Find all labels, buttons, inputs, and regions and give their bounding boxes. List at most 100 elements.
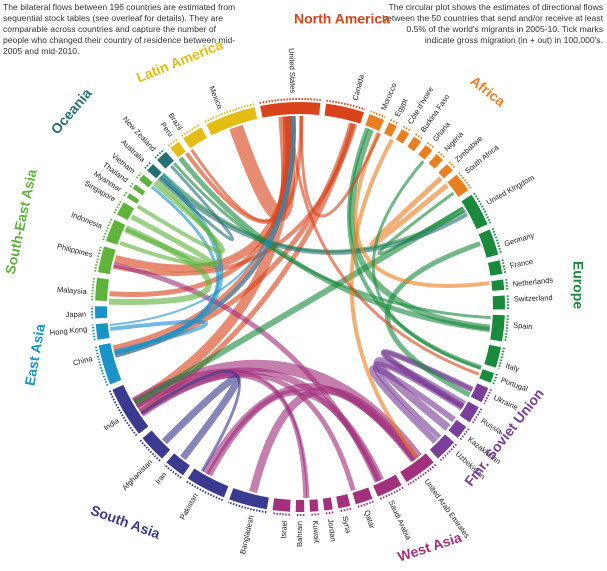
country-arc [400, 453, 434, 483]
country-arc [492, 295, 505, 310]
country-label: Germany [503, 231, 535, 249]
tick-ring [310, 513, 319, 516]
tick-ring [181, 123, 201, 137]
tick-ring [501, 259, 507, 274]
tick-ring [135, 172, 142, 179]
country-arc [484, 344, 502, 368]
tick-ring [326, 99, 366, 111]
tick-ring [167, 138, 178, 147]
country-label: Portugal [500, 375, 530, 393]
country-arc [470, 383, 489, 403]
tick-ring [426, 141, 435, 149]
country-label: Italy [505, 361, 521, 374]
country-label: Saudi Arabia [387, 499, 413, 542]
region-label: Oceania [47, 85, 94, 137]
flow [369, 365, 456, 444]
region-label: South-East Asia [2, 168, 40, 276]
tick-ring [390, 118, 399, 125]
tick-ring [123, 191, 128, 197]
tick-ring [356, 500, 374, 509]
flow [157, 164, 235, 242]
country-label: Malaysia [57, 285, 88, 296]
flow [377, 191, 464, 256]
country-arc [352, 487, 373, 505]
tick-ring [497, 347, 505, 369]
country-arc [147, 164, 162, 179]
country-label: Qatar [362, 509, 377, 530]
tick-ring [185, 480, 224, 502]
tick-ring [113, 200, 123, 214]
country-label: Japan [66, 309, 87, 319]
tick-ring [378, 486, 404, 501]
country-label: United States [287, 48, 298, 94]
country-arc [139, 174, 153, 188]
region-label: Europe [570, 261, 586, 309]
country-arc [166, 453, 190, 476]
country-arc [95, 277, 109, 301]
country-arc [324, 103, 365, 124]
country-label: Hong Kong [49, 324, 87, 337]
country-label: Bahrain [295, 521, 304, 547]
flow [190, 116, 289, 223]
country-label: Israel [279, 520, 289, 539]
country-label: India [102, 416, 121, 433]
flow [371, 160, 482, 370]
flow [349, 138, 419, 460]
flow [158, 175, 469, 255]
flow [114, 116, 296, 356]
country-label: Indonesia [70, 210, 104, 231]
country-label: France [509, 257, 534, 270]
tick-ring [139, 439, 161, 462]
country-label: Egypt [393, 96, 410, 118]
country-arc [183, 127, 208, 149]
country-label: Netherlands [512, 275, 553, 288]
flow [353, 131, 490, 288]
tick-ring [154, 148, 165, 159]
country-label: Switzerland [514, 293, 553, 303]
country-arc [132, 184, 146, 196]
country-arc [98, 343, 122, 385]
tick-ring [102, 218, 113, 241]
country-label: Iran [153, 470, 168, 486]
country-arc [206, 107, 258, 136]
flow [185, 115, 304, 224]
country-arc [126, 193, 140, 204]
tick-ring [227, 501, 267, 514]
flow [141, 374, 308, 498]
flow [162, 374, 241, 461]
tick-ring [94, 345, 109, 386]
country-label: Mexico [207, 85, 224, 110]
note-right: The circular plot shows the estimates of… [382, 2, 603, 45]
tick-ring [163, 463, 182, 479]
tick-ring [144, 161, 152, 170]
tick-ring [448, 161, 456, 170]
tick-ring [324, 511, 334, 515]
flow [140, 370, 241, 472]
region-label: Latin America [134, 36, 226, 85]
country-label: Bangladesh [238, 514, 256, 555]
flow [109, 116, 293, 326]
country-arc [490, 314, 505, 342]
country-arc [170, 141, 186, 158]
flow [136, 182, 226, 254]
country-arc [112, 384, 149, 434]
country-arc [479, 369, 495, 383]
country-arc [295, 499, 305, 513]
country-label: Kuwait [311, 520, 322, 544]
flow [113, 262, 380, 483]
tick-ring [402, 125, 412, 132]
country-arc [438, 164, 453, 179]
flow [289, 116, 480, 376]
country-arc [491, 279, 505, 291]
country-arc [461, 194, 488, 230]
country-arc [272, 498, 291, 512]
note-left: The bilateral flows between 196 countrie… [3, 2, 236, 56]
country-arc [97, 246, 116, 275]
tick-ring [91, 277, 96, 301]
country-arc [105, 219, 126, 245]
flow [372, 361, 464, 440]
tick-ring [271, 512, 290, 516]
country-arc [365, 114, 385, 131]
country-arc [395, 129, 410, 144]
